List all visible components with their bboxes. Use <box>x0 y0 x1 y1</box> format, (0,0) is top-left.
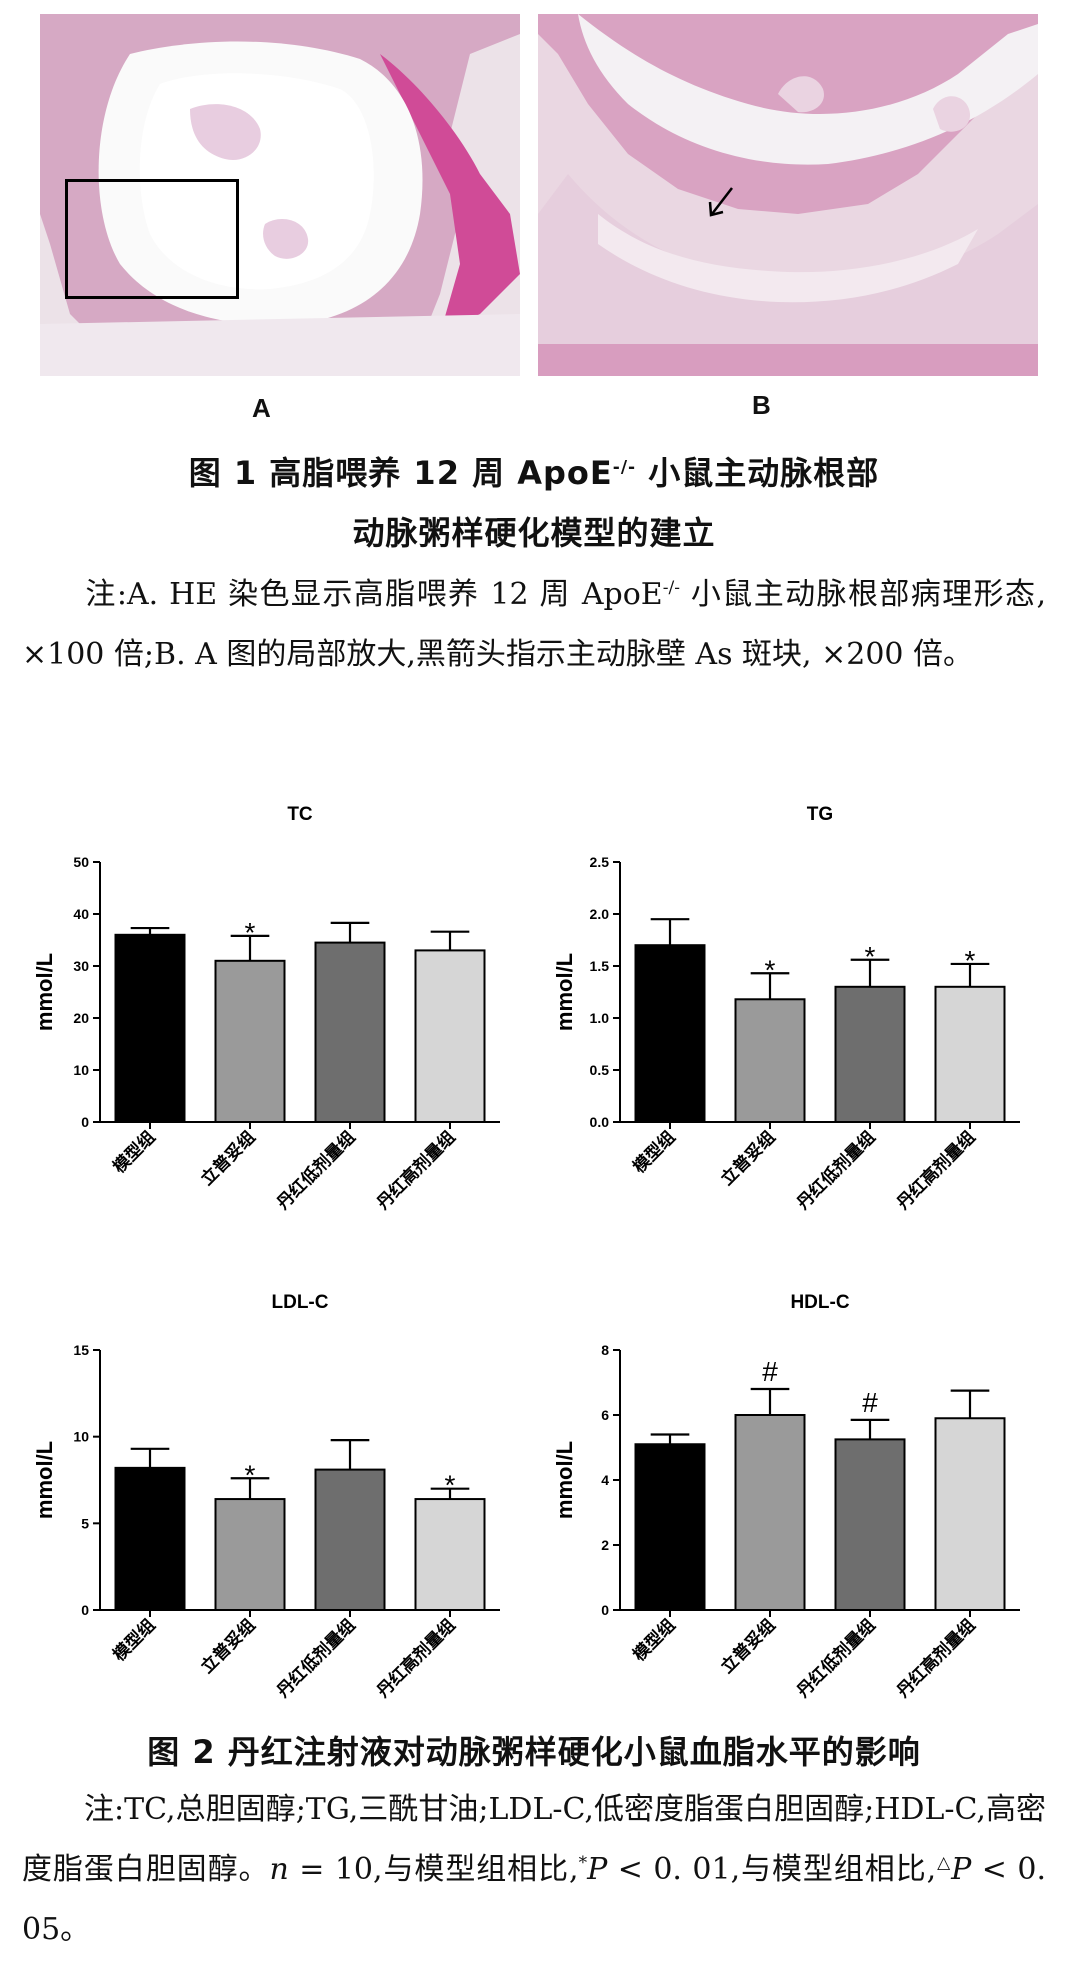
y-tick-label: 0 <box>601 1602 609 1618</box>
y-tick-label: 0 <box>81 1114 89 1130</box>
y-axis-label: mmol/L <box>32 1441 57 1519</box>
chart-title-ldl-c: LDL-C <box>272 1292 329 1313</box>
y-tick-label: 6 <box>601 1407 609 1423</box>
chart-hdl-c: HDL-C mmol/L 0 2 4 6 8 模型组 立普妥组 # 丹红低剂量组 # 丹红高剂量组 <box>550 1268 1030 1702</box>
category-label: 丹红低剂量组 <box>793 1127 880 1214</box>
category-label: 丹红低剂量组 <box>273 1127 360 1214</box>
y-axis-label: mmol/L <box>552 953 577 1031</box>
significance-marker: * <box>245 917 256 948</box>
y-tick-label: 5 <box>81 1515 89 1531</box>
panel-a-label: A <box>252 393 271 423</box>
y-tick-label: 40 <box>73 906 89 922</box>
y-tick-label: 2.5 <box>590 854 610 870</box>
bar <box>214 1498 286 1611</box>
significance-marker: * <box>445 1470 456 1501</box>
bar <box>634 944 706 1123</box>
y-tick-label: 20 <box>73 1010 89 1026</box>
significance-marker: * <box>765 954 776 985</box>
y-tick-label: 4 <box>601 1472 609 1488</box>
zoom-region-box <box>65 179 239 299</box>
y-tick-label: 0.5 <box>590 1062 610 1078</box>
category-label: 丹红高剂量组 <box>373 1615 460 1702</box>
bar <box>114 1466 186 1611</box>
y-tick-label: 0.0 <box>590 1114 610 1130</box>
bar <box>834 1438 906 1611</box>
chart-ldl-c: LDL-C mmol/L 0 5 10 15 模型组 立普妥组 * 丹红低剂量组 丹红高剂量组 * <box>30 1268 510 1702</box>
y-axis-label: mmol/L <box>552 1441 577 1519</box>
significance-marker: # <box>762 1356 778 1387</box>
y-axis-label: mmol/L <box>32 953 57 1031</box>
category-label: 模型组 <box>109 1127 160 1178</box>
figure2-title: 图 2 丹红注射液对动脉粥样硬化小鼠血脂水平的影响 <box>147 1733 921 1771</box>
panel-b-label: B <box>752 390 771 420</box>
y-tick-label: 8 <box>601 1342 609 1358</box>
y-tick-label: 50 <box>73 854 89 870</box>
histology-panel-a <box>40 14 520 376</box>
figure1-title-line1: 图 1 高脂喂养 12 周 ApoE-/- 小鼠主动脉根部 <box>188 454 880 492</box>
category-label: 丹红高剂量组 <box>893 1127 980 1214</box>
category-label: 丹红低剂量组 <box>273 1615 360 1702</box>
significance-marker: * <box>965 945 976 976</box>
chart-title-tg: TG <box>807 804 833 825</box>
histology-panel-b <box>538 14 1038 376</box>
category-label: 立普妥组 <box>197 1615 260 1678</box>
bar <box>414 949 486 1123</box>
significance-marker: * <box>245 1459 256 1490</box>
y-tick-label: 2.0 <box>590 906 610 922</box>
figure1-title-line2: 动脉粥样硬化模型的建立 <box>352 514 716 552</box>
bar <box>934 985 1006 1123</box>
chart-title-hdl-c: HDL-C <box>790 1292 849 1313</box>
bar <box>734 1414 806 1611</box>
bar <box>634 1443 706 1611</box>
category-label: 立普妥组 <box>717 1615 780 1678</box>
category-label: 立普妥组 <box>717 1127 780 1190</box>
y-tick-label: 0 <box>81 1602 89 1618</box>
significance-marker: # <box>862 1387 878 1418</box>
bar <box>214 959 286 1123</box>
figure2-note: 注:TC,总胆固醇;TG,三酰甘油;LDL-C,低密度脂蛋白胆固醇;HDL-C,… <box>22 1792 1046 1947</box>
category-label: 模型组 <box>109 1615 160 1666</box>
category-label: 丹红高剂量组 <box>373 1127 460 1214</box>
bar <box>414 1498 486 1611</box>
bar <box>314 1468 386 1611</box>
plaque-arrow-icon <box>708 187 733 217</box>
bar <box>314 941 386 1123</box>
y-tick-label: 1.0 <box>590 1010 610 1026</box>
y-tick-label: 1.5 <box>590 958 610 974</box>
chart-title-tc: TC <box>287 804 313 825</box>
bar <box>114 933 186 1123</box>
category-label: 丹红低剂量组 <box>793 1615 880 1702</box>
y-tick-label: 30 <box>73 958 89 974</box>
bar <box>934 1417 1006 1611</box>
bar <box>734 998 806 1123</box>
figure1-note: 注:A. HE 染色显示高脂喂养 12 周 ApoE-/- 小鼠主动脉根部病理形… <box>22 577 1046 672</box>
chart-tc: TC mmol/L 0 10 20 30 40 50 模型组 立普妥组 * 丹红低剂量组 丹红高剂量组 <box>30 780 510 1214</box>
significance-marker: * <box>865 941 876 972</box>
y-tick-label: 10 <box>73 1062 89 1078</box>
y-tick-label: 2 <box>601 1537 609 1553</box>
category-label: 模型组 <box>629 1127 680 1178</box>
category-label: 模型组 <box>629 1615 680 1666</box>
y-tick-label: 15 <box>73 1342 89 1358</box>
category-label: 立普妥组 <box>197 1127 260 1190</box>
chart-tg: TG mmol/L 0.0 0.5 1.0 1.5 2.0 2.5 模型组 立普妥组 * 丹红低剂量组… <box>550 780 1030 1214</box>
category-label: 丹红高剂量组 <box>893 1615 980 1702</box>
y-tick-label: 10 <box>73 1429 89 1445</box>
bar <box>834 985 906 1123</box>
